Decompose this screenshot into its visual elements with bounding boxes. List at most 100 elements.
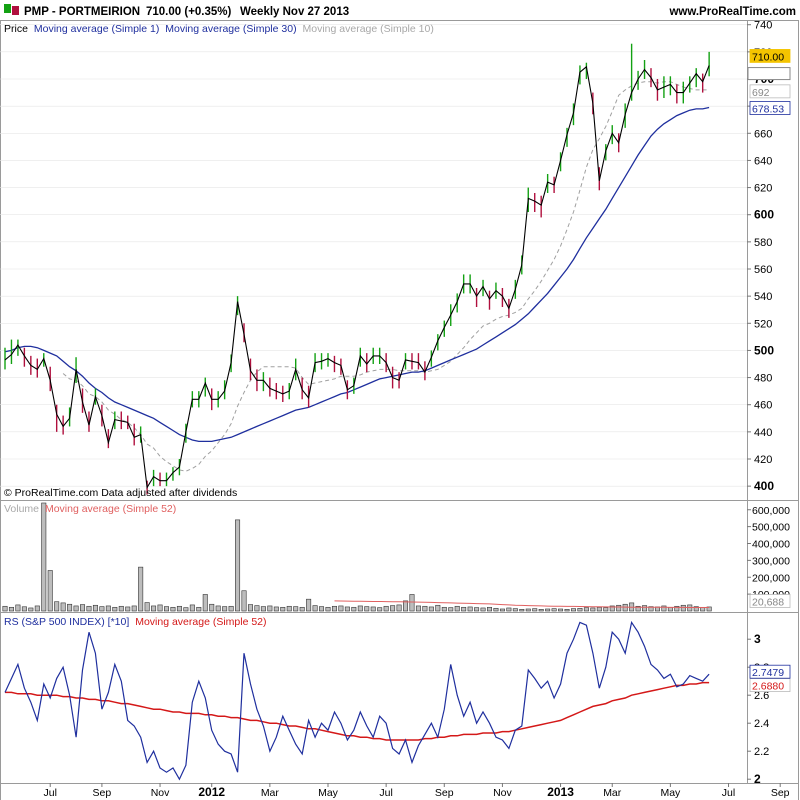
volume-bar [170,606,176,612]
volume-bar [558,608,564,612]
volume-bar [545,608,551,612]
volume-bar [338,605,344,612]
volume-bar [312,605,318,612]
site-link[interactable]: www.ProRealTime.com [668,6,796,18]
volume-bar [319,606,325,612]
volume-bar [112,606,118,612]
volume-bar [499,608,505,612]
price-tick-label: 640 [754,155,772,167]
rs-tick-label: 2 [754,772,761,786]
header: PMP - PORTMEIRION 710.00 (+0.35%) Weekly… [4,4,796,18]
ma30-line [4,106,710,443]
volume-bar [370,606,376,612]
volume-bar [157,604,163,612]
volume-bar [67,603,73,612]
ma10-line [62,81,710,472]
volume-bar [551,608,557,612]
x-tick-label: Sep [435,787,454,799]
volume-bar [209,603,215,612]
legend-ma10: Moving average (Simple 10) [303,23,434,35]
volume-bar [532,608,538,612]
volume-badges: 20,688 [749,594,791,609]
volume-bar [570,608,576,612]
volume-bar [590,607,596,612]
panel-frames [0,20,799,800]
volume-bar [622,603,628,612]
x-tick-label: Sep [771,787,790,799]
badge-last-price-box [749,49,791,63]
volume-bar [293,606,299,612]
volume-bar [164,606,170,612]
volume-bar [202,594,208,612]
volume-bar [525,608,531,612]
volume-bar [280,606,286,612]
volume-bar [351,606,357,612]
volume-bar [461,606,467,612]
volume-bar [273,606,279,612]
price-tick-label: 620 [754,183,772,195]
volume-bar [519,609,525,612]
price-tick-label: 560 [754,264,772,276]
volume-panel: 100,000200,000300,000400,000500,000600,0… [2,502,791,612]
x-tick-label: Sep [93,787,112,799]
badge-ma10: 692 [752,87,770,99]
volume-bar [47,570,53,612]
volume-bar [441,606,447,612]
volume-bar [403,600,409,612]
price-tick-label: 480 [754,373,772,385]
legend-volume-ma: Moving average (Simple 52) [45,503,176,515]
volume-bar [493,607,499,612]
price-gridlines [0,24,747,487]
volume-bar [21,606,27,612]
volume-bar [674,605,680,612]
volume-bar [344,606,350,612]
price-panel: 400 420 440 460 480 500 520 540 560 580 600 620 640 6… [0,20,791,499]
volume-bar [28,607,34,612]
volume-bar [583,607,589,612]
volume-bar [34,605,40,612]
volume-bar [99,606,105,612]
volume-bar [138,566,144,612]
volume-bar [222,606,228,612]
volume-bar [454,605,460,612]
last-quote: 710.00 (+0.35%) [146,6,232,18]
volume-tick-label: 600,000 [752,505,790,517]
legend-ma1: Moving average (Simple 1) [34,23,159,35]
down-candle-icon [12,6,19,15]
volume-bar [648,606,654,612]
volume-tick-label: 300,000 [752,555,790,567]
volume-tick-label: 200,000 [752,572,790,584]
badge-rs-ma: 2.6880 [752,681,784,693]
volume-bar [680,604,686,612]
volume-bar [616,604,622,612]
rs-tick-label: 2.2 [754,746,769,758]
volume-bar [474,607,480,612]
volume-tick-label: 400,000 [752,539,790,551]
volume-legend: Volume Moving average (Simple 52) [4,503,176,515]
volume-bar [125,606,131,612]
x-tick-label: Jul [44,787,57,799]
volume-bar [706,606,712,612]
volume-bar [415,605,421,612]
volume-bar [8,606,14,612]
price-tick-label: 440 [754,427,772,439]
rs-tick-label: 3 [754,632,761,646]
price-tick-label: 740 [754,20,772,32]
volume-bar [241,590,247,612]
x-tick-label: Jul [722,787,735,799]
period-date: Weekly Nov 27 2013 [240,6,349,18]
volume-bar [364,606,370,612]
volume-bar [390,605,396,612]
badge-ma10-box [749,84,791,99]
rs-tick-label: 2.4 [754,718,769,730]
data-footer-note: © ProRealTime.com Data adjusted after di… [4,487,237,499]
legend-rs-ma: Moving average (Simple 52) [135,616,266,628]
volume-bar [512,608,518,612]
x-axis: Jul Sep Nov 2012 Mar May Jul Sep Nov 2013 Mar May Ju… [44,783,790,799]
volume-bar [183,607,189,612]
legend-ma30: Moving average (Simple 30) [165,23,296,35]
rs-tick-label: 2.6 [754,690,769,702]
volume-bar [357,605,363,612]
volume-bar [144,602,150,612]
